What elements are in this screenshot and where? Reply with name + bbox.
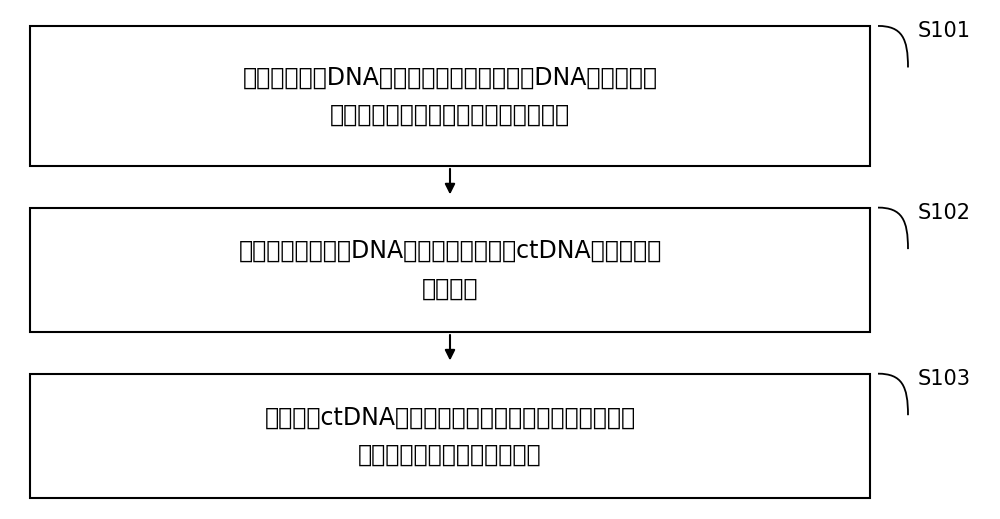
- Text: 利用所述ctDNA片段的特异性特征进行机器学习模型构
建，得到所述肿瘤筛查模型。: 利用所述ctDNA片段的特异性特征进行机器学习模型构 建，得到所述肿瘤筛查模型。: [264, 405, 636, 467]
- Bar: [30, 26, 870, 166]
- Text: S101: S101: [918, 21, 971, 41]
- Bar: [30, 374, 870, 498]
- Bar: [30, 208, 870, 332]
- Text: S102: S102: [918, 203, 971, 223]
- Text: 比较两组所述游离DNA测序数据并筛选出ctDNA片段的特异
性特征；: 比较两组所述游离DNA测序数据并筛选出ctDNA片段的特异 性特征；: [238, 239, 662, 301]
- Text: S103: S103: [918, 369, 971, 389]
- Text: 获取两组游离DNA测序数据，两组所述游离DNA测序数据分
别来自多个阳性样本和多个对照样本；: 获取两组游离DNA测序数据，两组所述游离DNA测序数据分 别来自多个阳性样本和多…: [242, 65, 658, 127]
